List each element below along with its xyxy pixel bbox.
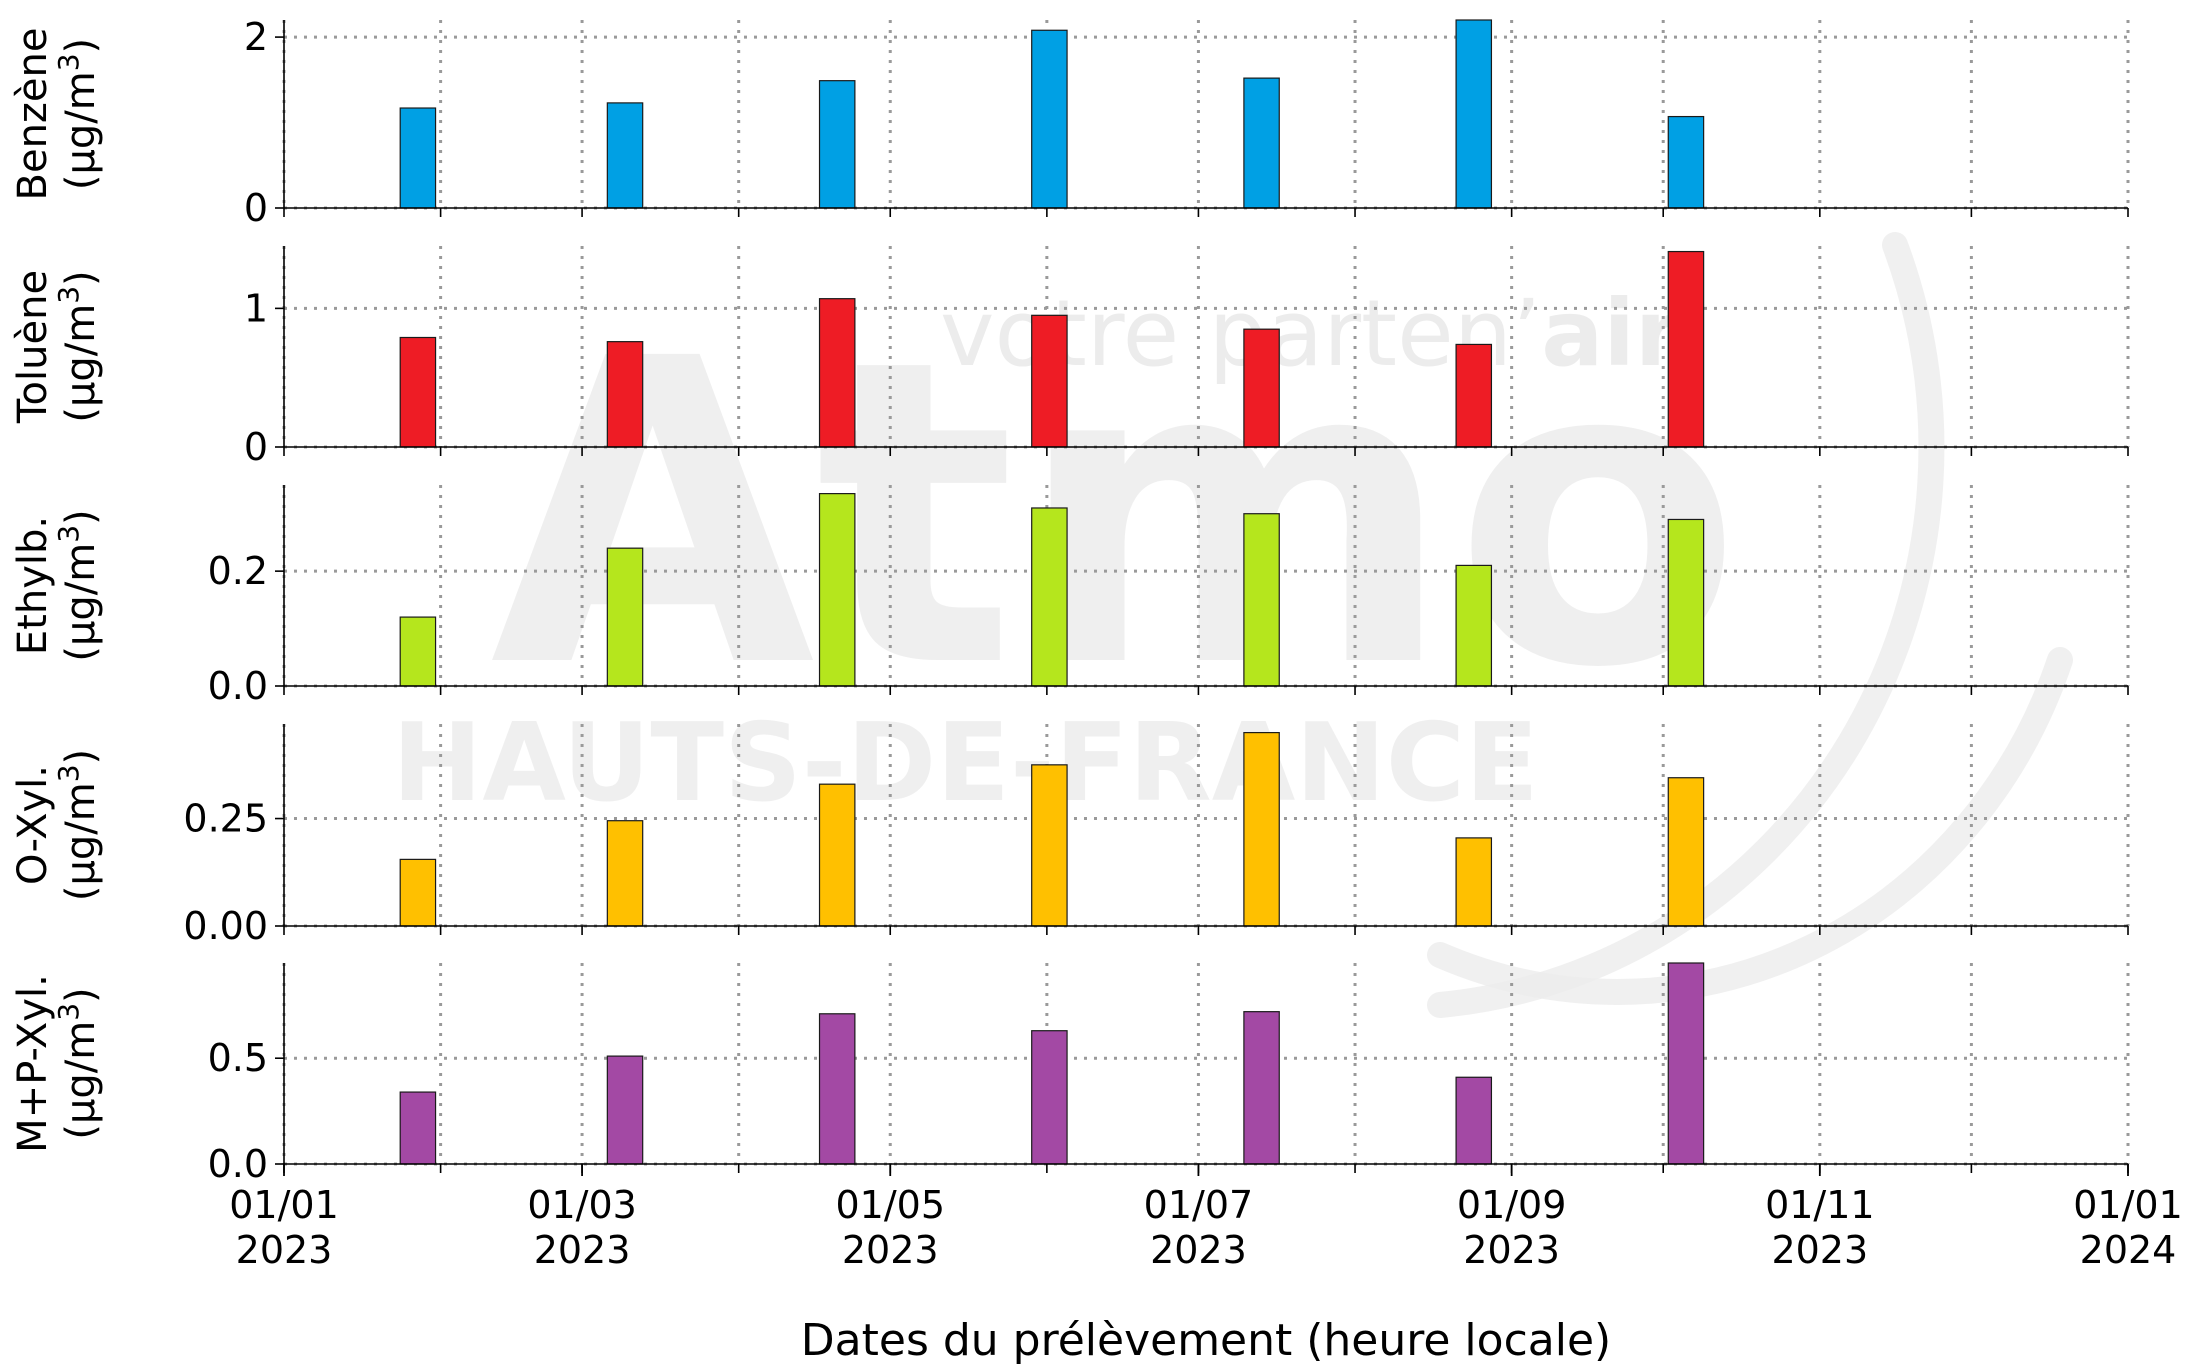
x-tick-label-year: 2023 — [1771, 1228, 1868, 1272]
bar-2-3 — [818, 298, 856, 448]
bar-2-6 — [1455, 343, 1493, 448]
bar-3-3 — [818, 493, 856, 687]
bar-2-1 — [399, 336, 437, 448]
y-axis-label-4: O-Xyl.(µg/m3) — [10, 749, 104, 901]
bar-2-7 — [1667, 250, 1705, 448]
watermark-arc-outer — [1427, 232, 1945, 1018]
y-tick-label: 0 — [244, 186, 268, 230]
bar-4-5 — [1243, 731, 1280, 927]
y-tick-label: 0.2 — [208, 549, 268, 593]
bar-2-4 — [1031, 314, 1068, 448]
y-axis-label-5: M+P-Xyl.(µg/m3) — [10, 974, 104, 1153]
bar-3-1 — [399, 616, 437, 687]
x-tick-label: 01/03 — [527, 1183, 637, 1227]
y-tick-label: 0.0 — [208, 1142, 268, 1186]
chart-panels: 0 2 Benzène(µg/m3) 0 1 Toluène(µg/m3) 0.0 0.2 Et… — [10, 15, 2130, 1186]
x-tick-label-year: 2023 — [1463, 1228, 1560, 1272]
bar-3-4 — [1031, 507, 1068, 687]
bar-4-6 — [1455, 837, 1493, 927]
bar-3-5 — [1243, 513, 1280, 687]
bar-4-3 — [818, 783, 856, 927]
bar-4-4 — [1031, 764, 1068, 927]
y-tick-label: 0.25 — [183, 797, 268, 841]
bar-5-6 — [1455, 1076, 1493, 1165]
x-tick-label-year: 2023 — [842, 1228, 939, 1272]
y-tick-label: 0 — [244, 425, 268, 469]
bar-3-2 — [606, 547, 644, 687]
x-tick-label: 01/09 — [1457, 1183, 1567, 1227]
bar-4-7 — [1667, 777, 1705, 927]
bar-1-2 — [606, 102, 644, 209]
bar-1-7 — [1667, 115, 1705, 209]
y-tick-label: 0.0 — [208, 664, 268, 708]
watermark-region: HAUTS-DE-FRANCE — [392, 701, 1539, 826]
x-tick-label: 01/05 — [835, 1183, 945, 1227]
y-tick-label: 0.00 — [183, 904, 268, 948]
x-tick-label-year: 2023 — [236, 1228, 333, 1272]
y-axis-label-2: Toluène(µg/m3) — [10, 270, 104, 424]
x-tick-label-year: 2024 — [2080, 1228, 2177, 1272]
x-tick-label: 01/11 — [1765, 1183, 1875, 1227]
bar-2-2 — [606, 341, 644, 448]
bar-1-1 — [399, 107, 437, 209]
panel-3: 0.0 0.2 Ethylb.(µg/m3) — [10, 485, 2130, 708]
bar-2-5 — [1243, 328, 1280, 448]
bar-1-4 — [1031, 29, 1068, 209]
y-tick-label: 1 — [244, 286, 268, 330]
bar-1-6 — [1455, 19, 1493, 209]
bar-5-2 — [606, 1055, 644, 1165]
bar-5-5 — [1243, 1011, 1280, 1165]
panel-2: 0 1 Toluène(µg/m3) — [10, 246, 2130, 469]
panel-1: 0 2 Benzène(µg/m3) — [10, 15, 2130, 230]
bar-3-6 — [1455, 564, 1493, 687]
y-axis-label-1: Benzène(µg/m3) — [10, 28, 104, 201]
bar-1-5 — [1243, 77, 1280, 209]
bar-1-3 — [818, 80, 856, 209]
panel-5: 0.0 0.5 M+P-Xyl.(µg/m3) — [10, 962, 2130, 1186]
bar-4-2 — [606, 820, 644, 927]
bar-5-3 — [818, 1013, 856, 1165]
y-tick-label: 0.5 — [208, 1036, 268, 1080]
bar-3-7 — [1667, 518, 1705, 687]
watermark-brand: Atmo — [490, 271, 1742, 760]
bar-5-1 — [399, 1091, 437, 1165]
panel-4: 0.00 0.25 O-Xyl.(µg/m3) — [10, 724, 2130, 948]
x-axis-title: Dates du prélèvement (heure locale) — [801, 1315, 1611, 1365]
x-axis: 01/01202301/03202301/05202301/07202301/0… — [229, 1164, 2183, 1272]
bar-4-1 — [399, 858, 437, 927]
x-tick-label: 01/01 — [229, 1183, 339, 1227]
watermark-arc-inner — [1427, 647, 2073, 1005]
y-axis-label-3: Ethylb.(µg/m3) — [10, 509, 104, 661]
x-tick-label: 01/07 — [1144, 1183, 1254, 1227]
y-tick-label: 2 — [244, 15, 268, 59]
x-tick-label-year: 2023 — [1150, 1228, 1247, 1272]
bar-5-7 — [1667, 962, 1705, 1165]
atmo-watermark: Atmo votre partenʼair HAUTS-DE-FRANCE — [392, 232, 2073, 1018]
x-tick-label-year: 2023 — [534, 1228, 631, 1272]
bar-5-4 — [1031, 1030, 1068, 1165]
x-tick-label: 01/01 — [2073, 1183, 2183, 1227]
